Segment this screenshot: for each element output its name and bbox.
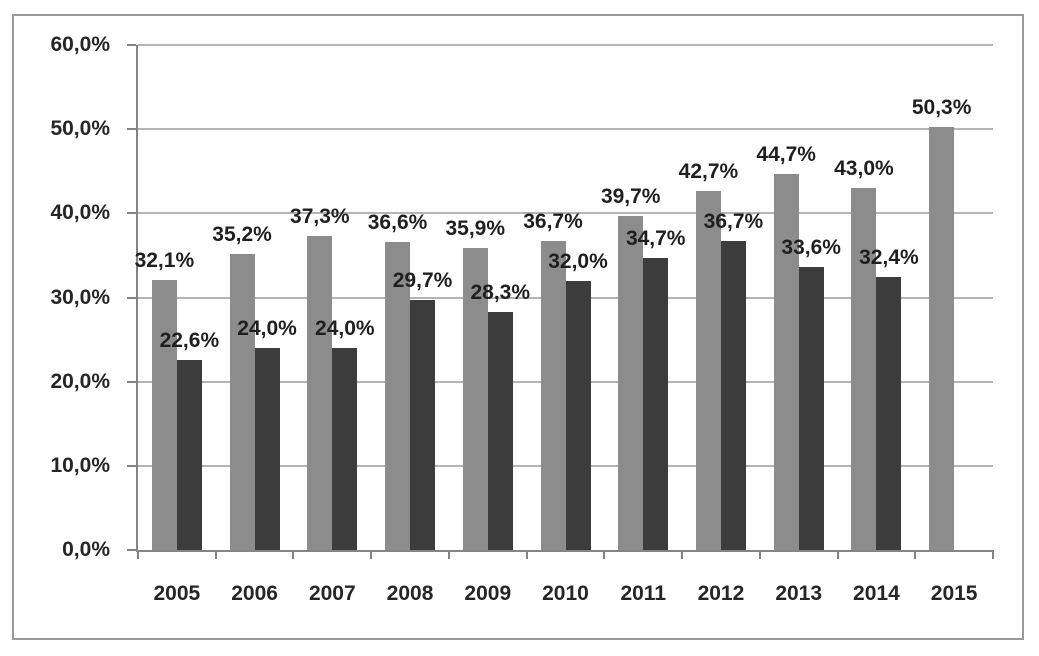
x-tick-label-2011: 2011 (620, 582, 666, 605)
bar-2013-dark (798, 267, 824, 550)
bar-2009-light (462, 247, 488, 550)
value-label-2008-light: 36,6% (367, 210, 428, 234)
value-label-2015-light: 50,3% (911, 95, 972, 119)
value-label-2013-light: 44,7% (756, 142, 816, 166)
value-label-2012-dark: 36,7% (703, 210, 764, 234)
bar-2008-dark (410, 300, 436, 550)
y-axis-tick (127, 128, 136, 131)
value-label-2009-dark: 28,3% (470, 280, 531, 304)
x-axis-tick (292, 550, 295, 559)
value-label-2012-light: 42,7% (678, 159, 739, 183)
value-label-2011-light: 39,7% (600, 184, 661, 208)
x-axis-tick (992, 550, 994, 559)
y-tick-label: 10,0% (50, 453, 110, 477)
x-axis-tick (758, 550, 761, 559)
x-tick-label-2013: 2013 (775, 582, 823, 605)
bar-2010-light (540, 241, 566, 550)
x-axis-tick (836, 550, 839, 559)
y-tick-label: 60,0% (50, 33, 110, 56)
value-label-2008-dark: 29,7% (392, 269, 453, 293)
x-axis-tick (137, 550, 139, 559)
gridline-40 (138, 212, 993, 215)
bar-2011-light (618, 215, 644, 550)
x-axis-tick (525, 550, 528, 559)
bar-2010-dark (565, 280, 591, 550)
value-label-2009-light: 35,9% (445, 216, 506, 240)
bar-2012-dark (720, 241, 746, 550)
value-label-2006-dark: 24,0% (237, 317, 297, 340)
value-label-2010-light: 36,7% (523, 210, 583, 234)
value-label-2011-dark: 34,7% (625, 226, 686, 250)
bar-2014-dark (876, 277, 902, 550)
value-label-2014-dark: 32,4% (859, 246, 919, 270)
x-tick-label-2005: 2005 (153, 582, 201, 605)
x-axis-tick (214, 550, 217, 559)
bar-2005-light (151, 279, 177, 550)
bar-2015-light (929, 126, 955, 550)
y-axis-tick (127, 296, 136, 299)
y-axis-tick (127, 380, 136, 383)
x-tick-label-2006: 2006 (231, 582, 278, 605)
x-tick-label-2012: 2012 (697, 582, 745, 605)
bar-2009-dark (487, 311, 513, 550)
y-tick-label: 0,0% (62, 538, 110, 561)
x-tick-label-2010: 2010 (542, 582, 589, 605)
bar-2012-light (695, 190, 721, 550)
x-tick-label-2007: 2007 (308, 582, 356, 605)
y-axis-tick (127, 212, 136, 215)
bar-2006-dark (254, 348, 280, 550)
x-tick-label-2014: 2014 (853, 582, 900, 605)
x-axis-line (136, 550, 993, 552)
value-label-2013-dark: 33,6% (781, 236, 841, 260)
x-tick-label-2009: 2009 (464, 582, 512, 605)
value-label-2007-dark: 24,0% (315, 317, 375, 340)
value-label-2006-light: 35,2% (212, 222, 272, 246)
x-axis-tick (914, 550, 917, 559)
bar-2005-dark (176, 359, 202, 550)
y-tick-label: 30,0% (50, 285, 110, 309)
value-label-2010-dark: 32,0% (548, 249, 608, 273)
value-label-2007-light: 37,3% (290, 205, 350, 229)
bar-2007-light (307, 236, 333, 550)
x-axis-tick (370, 550, 373, 559)
bar-2008-light (385, 241, 411, 550)
bar-2014-light (851, 188, 877, 550)
y-axis-tick (127, 464, 136, 467)
x-axis-tick (603, 550, 606, 559)
y-tick-label: 40,0% (50, 201, 110, 225)
bar-2006-light (229, 253, 255, 550)
value-label-2005-light: 32,1% (134, 248, 195, 272)
x-tick-label-2008: 2008 (386, 582, 434, 605)
bar-2007-dark (332, 348, 358, 550)
x-axis-tick (681, 550, 684, 559)
bar-2011-dark (643, 257, 669, 550)
gridline-60 (138, 44, 993, 46)
value-label-2005-dark: 22,6% (159, 328, 220, 352)
gridline-50 (138, 128, 993, 131)
x-tick-label-2015: 2015 (930, 582, 978, 605)
y-axis-tick (127, 549, 136, 551)
y-tick-label: 50,0% (50, 117, 110, 141)
value-label-2014-light: 43,0% (834, 157, 894, 181)
x-axis-tick (447, 550, 450, 559)
y-tick-label: 20,0% (50, 369, 110, 393)
bar-2013-light (773, 173, 799, 550)
y-axis-line (136, 45, 138, 550)
y-axis-tick (127, 44, 136, 46)
